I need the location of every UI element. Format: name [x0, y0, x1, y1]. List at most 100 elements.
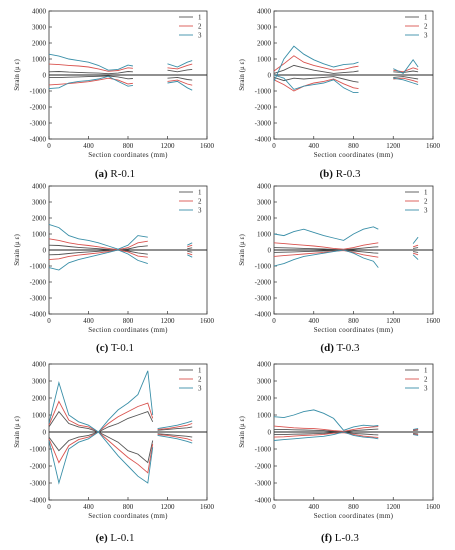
series-1-line: [413, 429, 419, 432]
y-axis-label: Strain (μ ε): [13, 234, 21, 266]
x-tick-label: 0: [47, 142, 51, 150]
legend-label: 2: [424, 376, 428, 384]
series-2-line: [157, 434, 193, 441]
series-3-line: [273, 431, 379, 441]
y-tick-label: 3000: [32, 24, 47, 32]
y-tick-label: 1000: [257, 56, 272, 64]
y-tick-label: 4000: [32, 8, 47, 16]
x-tick-label: 1600: [200, 317, 215, 325]
chart-panel-0: -4000 -3000 -2000 -1000 0 1000 2000 3000 4000 0 40…: [13, 8, 215, 160]
y-tick-label: 1000: [32, 231, 47, 239]
y-tick-label: -4000: [255, 136, 272, 144]
legend-label: 2: [198, 376, 202, 384]
legend-label: 2: [198, 198, 202, 206]
series-3-line: [48, 223, 148, 250]
y-tick-label: 3000: [32, 199, 47, 207]
series-2-line: [167, 63, 193, 70]
y-tick-label: 4000: [32, 361, 47, 369]
x-tick-label: 400: [309, 142, 320, 150]
series-1-line: [167, 76, 193, 81]
y-tick-label: -1000: [255, 263, 272, 271]
x-tick-label: 1600: [426, 142, 441, 150]
legend-label: 1: [424, 367, 428, 375]
series-1-line: [48, 71, 133, 75]
series-2-line: [273, 78, 359, 92]
x-tick-label: 800: [123, 503, 134, 511]
legend-label: 3: [198, 32, 202, 40]
y-tick-label: 2000: [32, 40, 47, 48]
x-axis-label: Section coordinates (mm): [88, 326, 168, 334]
series-3-line: [412, 236, 419, 244]
y-tick-label: 0: [268, 72, 272, 80]
chart-panel-3: -4000 -3000 -2000 -1000 0 1000 2000 3000 4000 0 40…: [238, 183, 441, 335]
series-2-line: [187, 252, 193, 256]
series-2-line: [273, 242, 379, 250]
series-2-line: [48, 400, 154, 433]
chart-panel-4: -4000 -3000 -2000 -1000 0 1000 2000 3000 4000 0 40…: [13, 361, 215, 521]
x-tick-label: 800: [123, 317, 134, 325]
legend-label: 3: [198, 385, 202, 393]
legend-label: 3: [424, 207, 428, 215]
y-tick-label: 0: [43, 247, 47, 255]
legend-label: 3: [424, 32, 428, 40]
series-1-line: [187, 247, 193, 250]
legend-label: 2: [424, 198, 428, 206]
series-2-line: [187, 244, 193, 248]
x-tick-label: 1600: [200, 503, 215, 511]
y-tick-label: 1000: [32, 412, 47, 420]
x-tick-label: 0: [272, 503, 276, 511]
chart-panel-5: -4000 -3000 -2000 -1000 0 1000 2000 3000 4000 0 40…: [238, 361, 441, 521]
y-tick-label: 4000: [32, 183, 47, 191]
legend-label: 2: [198, 23, 202, 31]
y-tick-label: -1000: [255, 88, 272, 96]
series-1-line: [273, 64, 359, 74]
x-tick-label: 800: [348, 317, 359, 325]
series-1-line: [393, 70, 419, 74]
series-1-line: [187, 250, 193, 253]
series-2-line: [273, 425, 379, 432]
y-tick-label: -3000: [30, 120, 47, 128]
series-2-line: [48, 238, 148, 251]
series-1-line: [48, 244, 148, 251]
legend-label: 1: [198, 14, 202, 22]
series-1-line: [48, 431, 154, 464]
series-3-line: [412, 254, 419, 260]
series-1-line: [274, 428, 379, 433]
legend-label: 3: [198, 207, 202, 215]
y-tick-label: -1000: [30, 263, 47, 271]
series-3-line: [413, 434, 419, 436]
series-3-line: [273, 409, 379, 431]
x-tick-label: 1200: [386, 503, 401, 511]
series-3-line: [273, 226, 379, 241]
x-tick-label: 1200: [161, 142, 176, 150]
y-tick-label: -3000: [30, 480, 47, 488]
x-tick-label: 1200: [386, 317, 401, 325]
x-tick-label: 1200: [161, 317, 176, 325]
x-tick-label: 1200: [386, 142, 401, 150]
series-3-line: [48, 53, 133, 71]
y-tick-label: 3000: [257, 378, 272, 386]
y-tick-label: 2000: [32, 215, 47, 223]
series-3-line: [167, 80, 193, 91]
y-tick-label: -4000: [30, 311, 47, 319]
series-1-line: [273, 246, 379, 251]
x-axis-label: Section coordinates (mm): [314, 512, 394, 520]
x-tick-label: 1600: [200, 142, 215, 150]
legend-label: 1: [424, 14, 428, 22]
series-2-line: [48, 431, 154, 474]
y-tick-label: -2000: [255, 104, 272, 112]
series-1-line: [157, 426, 193, 431]
x-axis-label: Section coordinates (mm): [88, 512, 168, 520]
y-tick-label: 3000: [257, 199, 272, 207]
y-tick-label: 2000: [257, 395, 272, 403]
legend-label: 2: [424, 23, 428, 31]
series-3-line: [48, 75, 133, 90]
series-1-line: [413, 251, 419, 253]
legend-label: 3: [424, 385, 428, 393]
x-tick-label: 1200: [161, 503, 176, 511]
y-tick-label: 0: [43, 429, 47, 437]
legend-label: 1: [198, 189, 202, 197]
series-3-line: [273, 45, 359, 82]
x-tick-label: 800: [348, 503, 359, 511]
